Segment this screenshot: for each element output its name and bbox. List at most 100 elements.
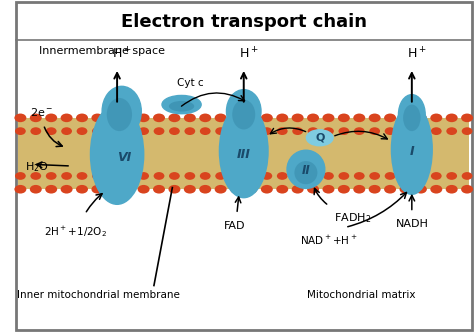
Circle shape	[76, 185, 88, 194]
Circle shape	[153, 114, 165, 122]
Circle shape	[184, 114, 196, 122]
Text: Electron transport chain: Electron transport chain	[121, 13, 367, 31]
FancyBboxPatch shape	[16, 2, 472, 330]
Ellipse shape	[107, 98, 132, 131]
Circle shape	[416, 172, 426, 180]
Text: Innermembrane space: Innermembrane space	[39, 46, 165, 56]
Circle shape	[277, 172, 288, 180]
Circle shape	[261, 185, 273, 194]
Circle shape	[354, 127, 365, 135]
Circle shape	[122, 185, 134, 194]
Ellipse shape	[399, 95, 425, 134]
Circle shape	[322, 114, 335, 122]
Circle shape	[61, 114, 73, 122]
Circle shape	[200, 127, 210, 135]
Circle shape	[76, 114, 88, 122]
Circle shape	[123, 127, 134, 135]
Circle shape	[137, 185, 150, 194]
Ellipse shape	[91, 105, 144, 204]
Circle shape	[307, 185, 319, 194]
Circle shape	[122, 114, 134, 122]
Circle shape	[400, 114, 411, 122]
Text: FAD: FAD	[224, 221, 245, 231]
Circle shape	[14, 114, 27, 122]
Circle shape	[322, 185, 335, 194]
Circle shape	[45, 114, 57, 122]
Ellipse shape	[403, 105, 420, 131]
Circle shape	[338, 172, 349, 180]
Circle shape	[215, 172, 226, 180]
Circle shape	[338, 127, 349, 135]
Ellipse shape	[232, 100, 255, 129]
Circle shape	[215, 114, 227, 122]
Circle shape	[400, 185, 411, 194]
Text: 2H$^+$+1/2O$_2$: 2H$^+$+1/2O$_2$	[44, 224, 107, 239]
Circle shape	[108, 172, 118, 180]
Circle shape	[261, 114, 273, 122]
Circle shape	[91, 185, 103, 194]
Circle shape	[77, 127, 87, 135]
Text: VI: VI	[117, 151, 131, 164]
Circle shape	[246, 172, 257, 180]
Text: FADH$_2$: FADH$_2$	[334, 211, 371, 225]
Circle shape	[462, 172, 473, 180]
Text: H$^+$: H$^+$	[407, 46, 426, 61]
Circle shape	[77, 172, 87, 180]
Circle shape	[92, 172, 103, 180]
Circle shape	[446, 185, 458, 194]
Circle shape	[107, 185, 119, 194]
Circle shape	[15, 172, 26, 180]
Circle shape	[338, 114, 350, 122]
Circle shape	[262, 172, 272, 180]
Circle shape	[308, 127, 319, 135]
Circle shape	[61, 185, 73, 194]
Text: I: I	[410, 144, 414, 158]
Circle shape	[354, 172, 365, 180]
Text: Cyt c: Cyt c	[177, 78, 204, 88]
Circle shape	[246, 127, 257, 135]
Circle shape	[430, 185, 442, 194]
Circle shape	[353, 185, 365, 194]
Ellipse shape	[294, 161, 318, 184]
Circle shape	[184, 172, 195, 180]
Circle shape	[430, 114, 442, 122]
Circle shape	[168, 185, 181, 194]
Circle shape	[400, 172, 411, 180]
Circle shape	[30, 172, 41, 180]
Circle shape	[292, 127, 303, 135]
Circle shape	[199, 114, 211, 122]
Ellipse shape	[227, 90, 261, 133]
Circle shape	[447, 172, 457, 180]
Circle shape	[385, 172, 395, 180]
Circle shape	[108, 127, 118, 135]
Text: 2e$^-$: 2e$^-$	[29, 106, 53, 118]
Circle shape	[353, 114, 365, 122]
Text: NAD$^+$+H$^+$: NAD$^+$+H$^+$	[300, 234, 358, 247]
Circle shape	[169, 172, 180, 180]
Circle shape	[461, 114, 473, 122]
Circle shape	[400, 127, 411, 135]
Circle shape	[307, 114, 319, 122]
Circle shape	[431, 127, 442, 135]
Ellipse shape	[392, 105, 432, 194]
Text: H$^+$: H$^+$	[112, 46, 131, 61]
Circle shape	[230, 185, 242, 194]
Text: Mitochondrial matrix: Mitochondrial matrix	[307, 290, 415, 300]
Ellipse shape	[162, 96, 201, 114]
Circle shape	[385, 127, 395, 135]
Circle shape	[416, 127, 426, 135]
Ellipse shape	[102, 86, 141, 136]
Circle shape	[215, 127, 226, 135]
Circle shape	[153, 185, 165, 194]
Ellipse shape	[287, 150, 325, 189]
Circle shape	[168, 114, 181, 122]
Circle shape	[384, 185, 396, 194]
Circle shape	[184, 185, 196, 194]
Circle shape	[199, 185, 211, 194]
Text: III: III	[237, 148, 251, 161]
Circle shape	[14, 185, 27, 194]
Circle shape	[262, 127, 272, 135]
Circle shape	[30, 127, 41, 135]
Circle shape	[154, 127, 164, 135]
Circle shape	[276, 185, 288, 194]
